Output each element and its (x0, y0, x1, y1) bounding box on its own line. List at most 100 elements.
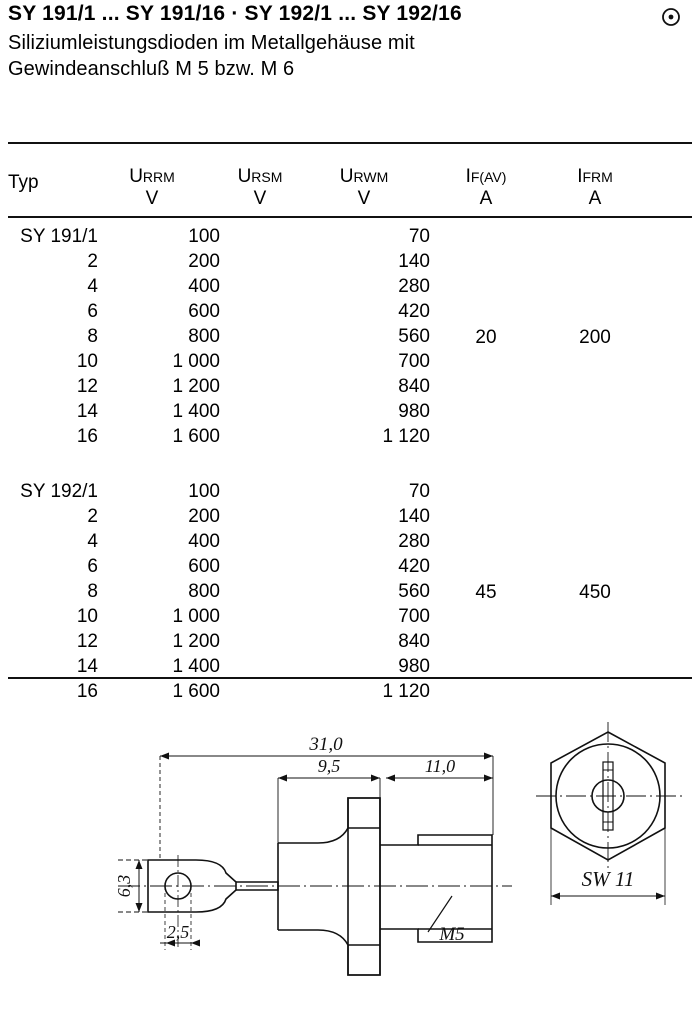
cell-typ: 2 (87, 251, 98, 272)
cell-urrm: 600 (188, 556, 220, 577)
cell-urwm: 560 (398, 581, 430, 602)
cell-typ: 6 (87, 301, 98, 322)
page-subtitle: Siliziumleistungsdioden im Metallgehäuse… (8, 30, 668, 82)
cell-urrm: 100 (188, 226, 220, 247)
cell-urrm: 100 (188, 481, 220, 502)
table-row: 4 400 280 (0, 276, 700, 301)
table-row: 16 1 600 1 120 (0, 681, 700, 706)
table-row: 14 1 400 980 (0, 656, 700, 681)
cell-urwm: 700 (398, 606, 430, 627)
table-row: 12 1 200 840 (0, 631, 700, 656)
cell-urrm: 200 (188, 506, 220, 527)
rule-table-bottom (8, 677, 692, 679)
thread-label: M5 (438, 924, 464, 945)
rule-header-bottom (8, 216, 692, 218)
cell-urrm: 1 000 (172, 351, 220, 372)
dimension-drawing: 31,0 9,5 11,0 6,3 2,5 M5 SW 11 (0, 700, 700, 1014)
cell-urrm: 800 (188, 326, 220, 347)
subtitle-line-2: Gewindeanschluß M 5 bzw. M 6 (8, 58, 295, 80)
subtitle-line-1: Siliziumleistungsdioden im Metallgehäuse… (8, 32, 415, 54)
dim-hole-label: 2,5 (167, 922, 190, 942)
cell-urwm: 420 (398, 556, 430, 577)
cell-urrm: 200 (188, 251, 220, 272)
table-body: SY 191/1 100 70 2 200 140 4 400 280 6 600 420 8 800 56… (0, 226, 700, 706)
cell-urwm: 140 (398, 251, 430, 272)
table-row: 10 1 000 700 (0, 351, 700, 376)
cell-urrm: 800 (188, 581, 220, 602)
dim-total-label: 31,0 (308, 734, 343, 755)
cell-typ: 2 (87, 506, 98, 527)
cell-urwm: 980 (398, 401, 430, 422)
cell-typ: SY 192/1 (20, 481, 98, 502)
cell-typ: 4 (87, 531, 98, 552)
cell-urwm: 560 (398, 326, 430, 347)
cell-if-av: 45 (475, 581, 497, 603)
table-row: SY 192/1 100 70 (0, 481, 700, 506)
table-row: 4 400 280 (0, 531, 700, 556)
cell-typ: SY 191/1 (20, 226, 98, 247)
cell-ifrm: 200 (579, 326, 611, 348)
table-row: 2 200 140 (0, 506, 700, 531)
cell-urwm: 140 (398, 506, 430, 527)
column-header-ifrm: IFRM A (577, 166, 613, 209)
table-row: 6 600 420 (0, 301, 700, 326)
cell-if-av: 20 (475, 326, 497, 348)
column-header-typ: Typ (8, 172, 39, 193)
wrench-size-label: SW 11 (582, 867, 635, 891)
cell-urwm: 1 120 (382, 681, 430, 702)
cell-typ: 6 (87, 556, 98, 577)
cell-typ: 14 (76, 401, 98, 422)
cell-urrm: 1 600 (172, 681, 220, 702)
table-row: 8 800 560 (0, 581, 700, 606)
cell-typ: 14 (76, 656, 98, 677)
cell-urwm: 700 (398, 351, 430, 372)
cell-urwm: 980 (398, 656, 430, 677)
cell-typ: 16 (76, 426, 98, 447)
table-row: 14 1 400 980 (0, 401, 700, 426)
cell-urwm: 420 (398, 301, 430, 322)
rule-table-top (8, 142, 692, 144)
dim-tab-height-label: 6,3 (114, 875, 134, 898)
column-header-ursm: URSM V (237, 166, 283, 209)
table-row: 8 800 560 (0, 326, 700, 351)
cell-urrm: 600 (188, 301, 220, 322)
cell-typ: 12 (76, 631, 98, 652)
cell-typ: 8 (87, 326, 98, 347)
table-row: 2 200 140 (0, 251, 700, 276)
cell-urwm: 840 (398, 376, 430, 397)
dim-thread-label: 11,0 (425, 756, 455, 776)
cell-urwm: 840 (398, 631, 430, 652)
cell-urwm: 280 (398, 531, 430, 552)
cell-typ: 10 (76, 606, 98, 627)
cell-typ: 16 (76, 681, 98, 702)
dim-body-label: 9,5 (318, 756, 341, 776)
cell-urwm: 280 (398, 276, 430, 297)
cell-typ: 8 (87, 581, 98, 602)
cell-urrm: 1 400 (172, 401, 220, 422)
cell-urrm: 1 200 (172, 376, 220, 397)
column-header-urrm: URRM V (129, 166, 175, 209)
cell-urrm: 1 000 (172, 606, 220, 627)
cell-urrm: 400 (188, 531, 220, 552)
column-header-if-av: IF(AV) A (465, 166, 507, 209)
table-row: 16 1 600 1 120 (0, 426, 700, 451)
column-header-urwm: URWM V (339, 166, 389, 209)
cell-urrm: 1 600 (172, 426, 220, 447)
table-row: 6 600 420 (0, 556, 700, 581)
cell-urrm: 400 (188, 276, 220, 297)
table-header: Typ URRM V URSM V URWM V IF(AV) A IFRM A (0, 162, 700, 212)
cell-typ: 12 (76, 376, 98, 397)
table-row: SY 191/1 100 70 (0, 226, 700, 251)
cell-urwm: 1 120 (382, 426, 430, 447)
cell-urwm: 70 (408, 226, 430, 247)
cell-urwm: 70 (408, 481, 430, 502)
page-title: SY 191/1 ... SY 191/16 · SY 192/1 ... SY… (8, 2, 462, 25)
table-row: 10 1 000 700 (0, 606, 700, 631)
cell-typ: 10 (76, 351, 98, 372)
cell-urrm: 1 200 (172, 631, 220, 652)
target-dot-icon (662, 8, 680, 26)
table-row: 12 1 200 840 (0, 376, 700, 401)
cell-urrm: 1 400 (172, 656, 220, 677)
cell-ifrm: 450 (579, 581, 611, 603)
